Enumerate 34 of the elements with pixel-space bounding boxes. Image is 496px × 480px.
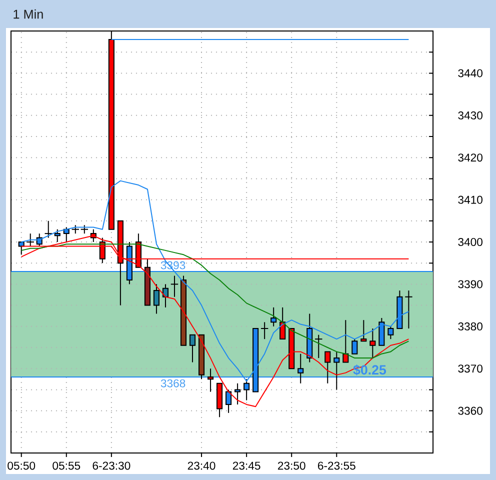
x-tick-label: 05:50	[8, 462, 36, 470]
y-tick-label: 3420	[458, 154, 482, 162]
x-tick-label: 23:40	[188, 462, 216, 470]
candlestick	[189, 334, 196, 363]
annotation: $0.25	[353, 364, 386, 376]
candlestick	[370, 328, 376, 359]
x-tick-label: 23:45	[232, 462, 260, 470]
candlestick	[270, 306, 277, 327]
candlestick	[360, 320, 367, 342]
candlestick	[280, 306, 286, 340]
candlestick	[342, 320, 349, 363]
ref-line-label: 3368	[160, 379, 186, 388]
y-tick-label: 3400	[458, 238, 482, 246]
candlestick	[226, 389, 232, 414]
y-tick-label: 3410	[458, 196, 482, 204]
candlestick	[207, 368, 214, 392]
candlestick	[324, 351, 331, 384]
x-tick-label: 6-23:55	[318, 462, 356, 470]
y-tick-label: 3380	[458, 322, 482, 330]
candlestick	[378, 317, 385, 346]
candlestick	[54, 228, 60, 242]
x-tick-label: 6-23:30	[92, 462, 130, 470]
y-tick-label: 3430	[458, 111, 482, 120]
y-tick-label: 3370	[458, 364, 482, 373]
y-tick-label: 3440	[458, 69, 482, 78]
x-tick-label: 23:50	[278, 462, 306, 470]
y-tick-label: 3390	[458, 280, 482, 288]
candlestick	[388, 326, 394, 340]
chart-title: 1 Min	[14, 9, 43, 19]
candlestick	[234, 382, 241, 405]
x-tick-label: 05:55	[52, 462, 80, 470]
candlestick	[153, 284, 160, 314]
y-tick-label: 3360	[458, 406, 482, 415]
candlestick	[352, 338, 358, 354]
